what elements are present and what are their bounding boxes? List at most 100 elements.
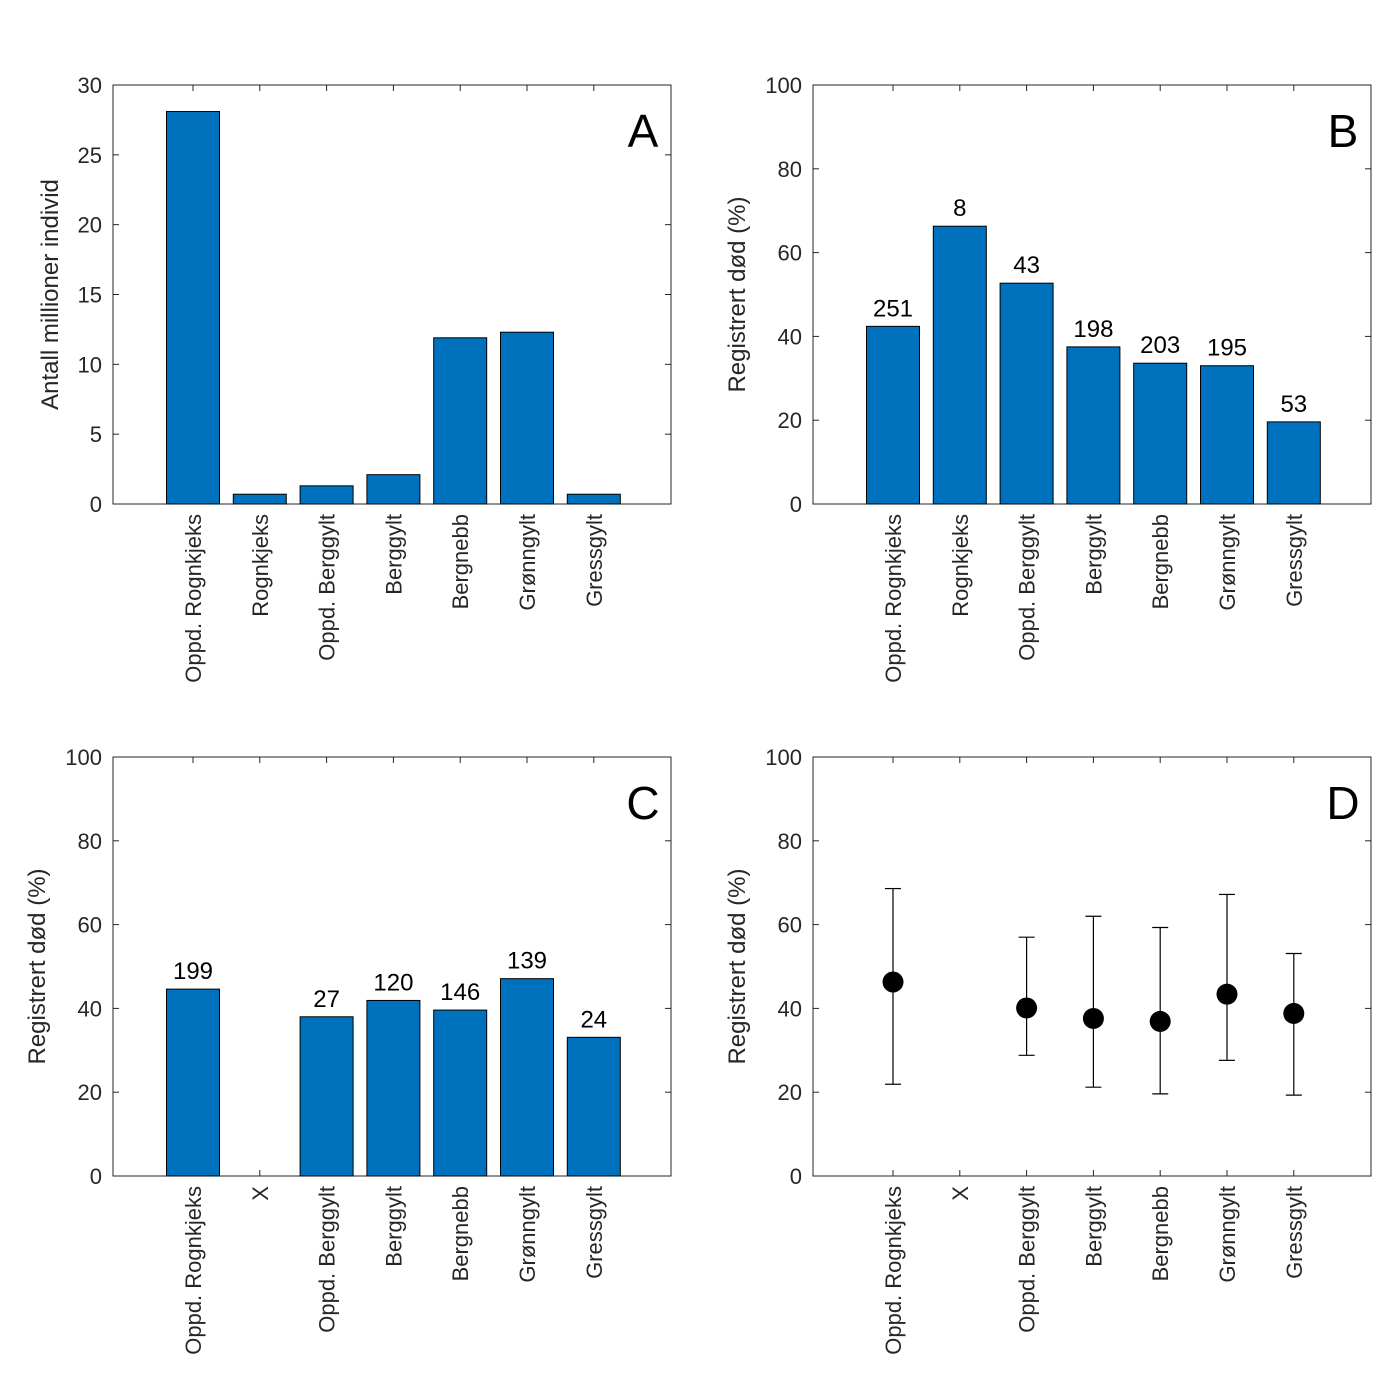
- panel-d-point: [1216, 983, 1238, 1005]
- panel-a-ytick-label: 15: [78, 283, 102, 308]
- panel-c-bar: [433, 1009, 488, 1177]
- panel-c-xtick-label: Grønngylt: [515, 1186, 540, 1283]
- panel-a-xtick-label: Grønngylt: [515, 514, 540, 611]
- panel-c-bar: [166, 988, 220, 1177]
- panel-d-xtick-label: Grønngylt: [1215, 1186, 1240, 1283]
- panel-b-bar: [866, 325, 920, 505]
- panel-a-bar: [166, 111, 220, 505]
- panel-c: 0 20 40 60 80 100 Registrert død (%) C Oppd. Rog…: [24, 745, 672, 1355]
- panel-b-xtick-label: Rognkjeks: [948, 514, 973, 617]
- panel-c-data-label: 199: [173, 958, 213, 985]
- panel-a-xtick-label: Oppd. Berggylt: [315, 514, 340, 661]
- panel-c-data-label: 24: [580, 1006, 607, 1033]
- panel-c-xtick-label: Berggylt: [381, 1186, 406, 1267]
- panel-c-bar: [299, 1016, 354, 1177]
- panel-b-bar: [1200, 365, 1254, 505]
- panel-b-data-label: 251: [873, 295, 913, 322]
- panel-d-ytick-label: 40: [778, 996, 802, 1021]
- panel-a-ytick-label: 5: [90, 422, 102, 447]
- panel-a-xtick-label: Rognkjeks: [248, 514, 273, 617]
- panel-c-data-label: 120: [373, 969, 413, 996]
- panel-d: 0 20 40 60 80 100 Registrert død (%) D Oppd. Rog…: [724, 745, 1372, 1355]
- panel-a-xtick-label: Gressgylt: [582, 514, 607, 607]
- panel-b-ylabel: Registrert død (%): [724, 196, 751, 392]
- panel-d-point: [1149, 1010, 1171, 1032]
- panel-a-bar: [500, 331, 554, 505]
- panel-a-xtick-label: Berggylt: [381, 514, 406, 595]
- panel-d-point: [1283, 1002, 1305, 1024]
- panel-d-ytick-label: 0: [790, 1164, 802, 1189]
- panel-a-bar: [232, 493, 287, 505]
- panel-b-ytick-label: 60: [778, 241, 802, 266]
- panel-c-bar: [566, 1036, 621, 1177]
- panel-c-bar: [500, 978, 554, 1177]
- panel-b-bar: [999, 282, 1054, 505]
- panel-c-ytick-label: 20: [78, 1080, 102, 1105]
- panel-b-xtick-label: Berggylt: [1081, 514, 1106, 595]
- panel-c-ytick-label: 80: [78, 829, 102, 854]
- panel-a-ytick-label: 0: [90, 492, 102, 517]
- panel-d-ytick-label: 20: [778, 1080, 802, 1105]
- panel-b-xtick-label: Oppd. Berggylt: [1015, 514, 1040, 661]
- panel-b-data-label: 43: [1013, 252, 1040, 279]
- panel-c-bar: [366, 999, 421, 1177]
- panel-a-bar: [366, 474, 421, 505]
- panel-c-ytick-label: 100: [65, 745, 102, 770]
- panel-a-bar: [433, 337, 488, 505]
- panel-a-letter: A: [628, 105, 659, 157]
- panel-b-bar: [1266, 421, 1321, 505]
- panel-d-xtick-label: Berggylt: [1081, 1186, 1106, 1267]
- panel-b-bar: [932, 225, 987, 505]
- panel-c-ylabel: Registrert død (%): [24, 868, 51, 1064]
- panel-d-letter: D: [1326, 777, 1359, 829]
- panel-d-ylabel: Registrert død (%): [724, 868, 751, 1064]
- panel-b-bar: [1133, 362, 1188, 505]
- panel-c-letter: C: [626, 777, 659, 829]
- panel-b-ytick-label: 80: [778, 157, 802, 182]
- panel-c-ytick-label: 40: [78, 996, 102, 1021]
- panel-d-point: [1016, 997, 1038, 1019]
- panel-b-ytick-label: 40: [778, 324, 802, 349]
- panel-a-ytick-label: 20: [78, 213, 102, 238]
- panel-a: 0 5 10 15 20 25 30 Antall millioner individ A Opp…: [37, 73, 672, 683]
- panel-b-data-label: 203: [1140, 332, 1180, 359]
- panel-b-ytick-label: 100: [765, 73, 802, 98]
- panel-c-data-label: 139: [507, 948, 547, 975]
- panel-d-ytick-label: 100: [765, 745, 802, 770]
- panel-d-ytick-label: 60: [778, 913, 802, 938]
- panel-b-bar: [1066, 346, 1121, 505]
- panel-a-xtick-label: Bergnebb: [448, 514, 473, 609]
- panel-b-ytick-label: 20: [778, 408, 802, 433]
- panel-c-xtick-label: Gressgylt: [582, 1186, 607, 1279]
- panel-b: 0 20 40 60 80 100 Registrert død (%) B Oppd. Rog…: [724, 73, 1372, 683]
- panel-b-ytick-label: 0: [790, 492, 802, 517]
- panel-d-xtick-label: Bergnebb: [1148, 1186, 1173, 1281]
- panel-c-xtick-label: X: [248, 1186, 273, 1201]
- panel-c-data-label: 27: [313, 986, 340, 1013]
- panel-b-letter: B: [1328, 105, 1359, 157]
- panel-b-data-label: 53: [1280, 391, 1307, 418]
- panel-a-bar: [299, 485, 354, 505]
- panel-b-data-label: 195: [1207, 335, 1247, 362]
- panel-a-ytick-label: 30: [78, 73, 102, 98]
- panel-a-ylabel: Antall millioner individ: [37, 179, 64, 410]
- panel-c-xtick-label: Oppd. Rognkjeks: [181, 1186, 206, 1355]
- panel-b-xtick-label: Gressgylt: [1282, 514, 1307, 607]
- panel-a-ytick-label: 25: [78, 143, 102, 168]
- panel-a-xtick-label: Oppd. Rognkjeks: [181, 514, 206, 683]
- panel-b-xtick-label: Grønngylt: [1215, 514, 1240, 611]
- panel-c-xtick-label: Bergnebb: [448, 1186, 473, 1281]
- panel-b-data-label: 198: [1073, 316, 1113, 343]
- panel-b-data-label: 8: [953, 195, 966, 222]
- panel-d-xtick-label: Oppd. Berggylt: [1015, 1186, 1040, 1333]
- panel-c-ytick-label: 0: [90, 1164, 102, 1189]
- panel-c-ytick-label: 60: [78, 913, 102, 938]
- panel-d-point: [882, 971, 904, 993]
- panel-d-frame: [812, 756, 1372, 1177]
- panel-d-ytick-label: 80: [778, 829, 802, 854]
- panel-d-point: [1082, 1007, 1104, 1029]
- panel-c-xtick-label: Oppd. Berggylt: [315, 1186, 340, 1333]
- panel-d-xtick-label: X: [948, 1186, 973, 1201]
